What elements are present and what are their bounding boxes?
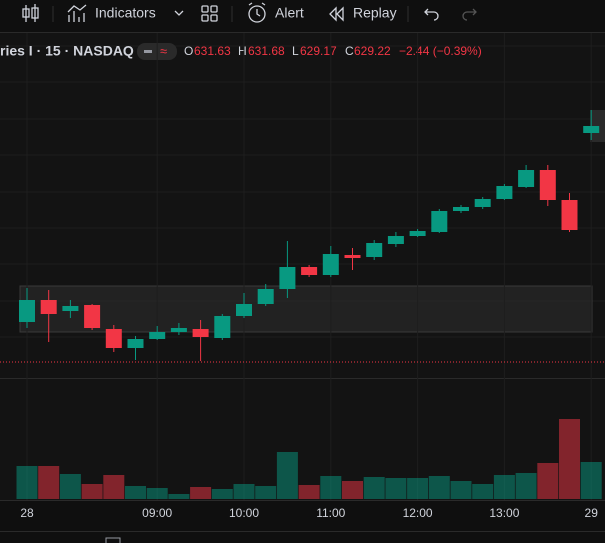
candle-body: [62, 306, 79, 311]
drawing-rectangle[interactable]: [19, 285, 593, 333]
volume-bar: [537, 463, 559, 499]
candle-body: [236, 304, 252, 316]
layout-icon[interactable]: [201, 5, 218, 22]
calendar-icon[interactable]: [105, 537, 121, 543]
candle-body: [539, 170, 556, 200]
volume-bar: [211, 489, 233, 499]
legend-change: −2.44 (−0.39%): [399, 44, 482, 58]
volume-bar: [276, 452, 298, 499]
volume-bar: [103, 475, 125, 499]
volume-bar: [125, 486, 146, 499]
volume-bar: [580, 462, 602, 499]
candle-body: [127, 339, 144, 348]
volume-bar: [146, 488, 168, 499]
candle-body: [431, 211, 448, 232]
volume-bar: [472, 484, 494, 499]
symbol-title: ries I · 15 · NASDAQ: [0, 43, 134, 59]
x-tick-label: 13:00: [489, 506, 519, 520]
replay-button[interactable]: Replay: [353, 5, 397, 21]
candle-body: [322, 254, 339, 275]
volume-bar: [493, 475, 515, 499]
x-tick-label: 29: [585, 506, 599, 520]
candle-body: [453, 207, 469, 211]
volume-bar: [233, 484, 255, 499]
time-axis: [0, 500, 605, 530]
legend-label: H: [238, 44, 247, 58]
volume-bar: [168, 494, 190, 499]
volume-bar: [255, 486, 277, 499]
candle-body: [301, 267, 318, 275]
candle-body: [366, 243, 383, 257]
candle-icon[interactable]: [22, 4, 39, 22]
candle-body: [192, 329, 209, 337]
replay-icon[interactable]: [329, 6, 344, 22]
undo-button[interactable]: [424, 8, 439, 21]
dropdown-icon[interactable]: [174, 10, 184, 16]
x-tick-label: 09:00: [142, 506, 172, 520]
x-tick-label: 11:00: [316, 506, 345, 520]
pill-icon: [144, 50, 152, 53]
indicators-button[interactable]: Indicators: [95, 5, 156, 21]
x-tick-label: 28: [20, 506, 34, 520]
alert-button[interactable]: Alert: [275, 5, 304, 21]
volume-bar: [428, 476, 450, 499]
legend-value: 631.63: [194, 44, 231, 58]
candle-body: [149, 332, 166, 339]
candle-body: [518, 170, 535, 187]
x-tick-label: 10:00: [229, 506, 259, 520]
volume-bar: [320, 476, 342, 499]
candle-body: [170, 328, 187, 332]
legend-label: C: [345, 44, 354, 58]
legend-value: 631.68: [248, 44, 285, 58]
legend-label: O: [184, 44, 193, 58]
volume-bar: [190, 487, 212, 499]
legend-value: 629.17: [300, 44, 337, 58]
candle-body: [84, 305, 101, 328]
candle-body: [105, 329, 122, 348]
toolbar: [0, 0, 605, 32]
candle-body: [561, 200, 578, 230]
volume-bar: [16, 466, 38, 499]
pill-icon: ≈: [160, 43, 167, 58]
indicators-icon[interactable]: [67, 4, 87, 22]
alert-icon[interactable]: [248, 2, 266, 23]
candle-body: [40, 300, 57, 314]
plot-area: [0, 33, 605, 500]
candle-body: [279, 267, 296, 289]
legend-label: L: [292, 44, 299, 58]
volume-bar: [38, 466, 60, 499]
volume-bar: [559, 419, 580, 499]
volume-bar: [59, 474, 81, 499]
legend-value: 629.22: [354, 44, 391, 58]
volume-bar: [298, 485, 320, 499]
candle-body: [387, 236, 404, 244]
candle-body: [257, 289, 274, 304]
candle-body: [474, 199, 491, 207]
candle-body: [214, 316, 231, 338]
candle-body: [19, 300, 35, 322]
volume-bar: [407, 478, 429, 499]
volume-bar: [363, 477, 385, 499]
redo-button[interactable]: [462, 8, 477, 21]
candle-body: [583, 126, 600, 133]
ohlc-legend: O 631.63 H 631.68 L 629.17 C 629.22 −2.4…: [184, 44, 482, 58]
candle-body: [496, 186, 513, 199]
volume-bar: [342, 481, 363, 499]
volume-bar: [450, 481, 472, 499]
candle-body: [409, 231, 426, 236]
volume-bar: [385, 478, 407, 499]
volume-bar: [81, 484, 103, 499]
volume-bar: [515, 473, 537, 499]
candle-body: [344, 255, 361, 258]
x-tick-label: 12:00: [403, 506, 433, 520]
